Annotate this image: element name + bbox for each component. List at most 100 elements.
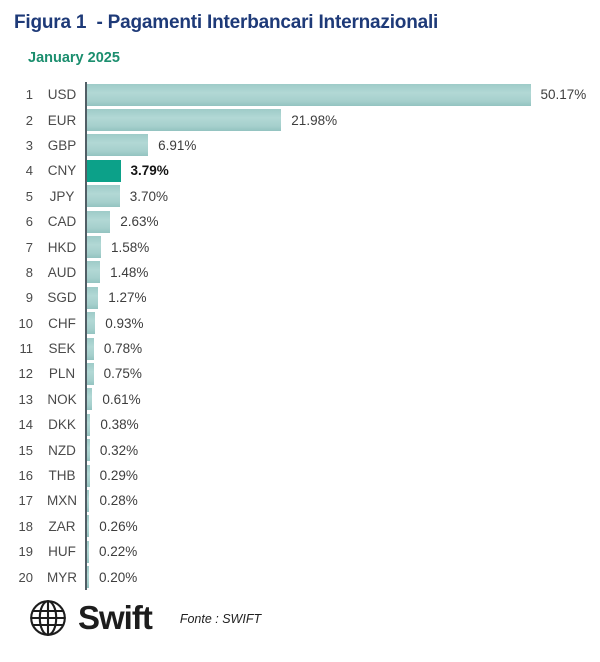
bar <box>87 236 101 259</box>
currency-code-label: CAD <box>47 214 77 230</box>
value-label: 0.32% <box>99 442 139 458</box>
currency-code-label: SGD <box>47 290 77 306</box>
currency-code-label: JPY <box>49 188 75 204</box>
rank-label: 1 <box>25 87 33 103</box>
bar-area: 1.48% <box>85 259 600 286</box>
bar-area: 0.38% <box>85 412 600 438</box>
bar <box>87 566 89 589</box>
chart-row: 12 PLN 0.75% <box>0 361 600 387</box>
currency-code-label: HUF <box>48 544 76 560</box>
rank-label: 7 <box>25 239 33 255</box>
rank-label: 14 <box>18 417 33 433</box>
rank-label: 12 <box>18 366 33 382</box>
chart-row: 14 DKK 0.38% <box>0 412 600 438</box>
chart-row: 2 EUR 21.98% <box>0 107 600 133</box>
bar <box>87 261 101 284</box>
bar-area: 0.28% <box>85 488 600 514</box>
value-label: 1.58% <box>110 239 150 255</box>
globe-icon <box>30 600 66 636</box>
rank-label: 20 <box>18 569 33 585</box>
chart-row: 18 ZAR 0.26% <box>0 513 600 540</box>
bar <box>87 439 90 462</box>
bar <box>87 489 90 512</box>
figure-title: Figura 1 - Pagamenti Interbancari Intern… <box>14 12 439 33</box>
currency-code-label: HKD <box>47 239 77 255</box>
bar-area: 21.98% <box>85 107 600 133</box>
chart-row: 10 CHF 0.93% <box>0 310 600 336</box>
bar <box>87 464 90 487</box>
rank-label: 8 <box>25 264 33 280</box>
value-label: 0.61% <box>102 391 141 407</box>
value-label: 0.93% <box>105 315 144 331</box>
rank-label: 6 <box>25 214 33 230</box>
value-label: 0.29% <box>99 468 138 484</box>
bar <box>87 159 121 182</box>
currency-bar-chart: 1 USD 50.17% 2 EUR 21.98% 3 GBP 6.91% <box>0 82 600 590</box>
chart-row: 13 NOK 0.61% <box>0 386 600 413</box>
bar-area: 0.29% <box>85 462 600 489</box>
currency-code-label: USD <box>47 87 77 103</box>
bar-area: 1.27% <box>85 285 600 311</box>
bar <box>87 515 90 538</box>
chart-row: 11 SEK 0.78% <box>0 335 600 362</box>
chart-row: 20 MYR 0.20% <box>0 564 600 590</box>
chart-row: 5 JPY 3.70% <box>0 183 600 209</box>
chart-row: 19 HUF 0.22% <box>0 539 600 565</box>
chart-row: 1 USD 50.17% <box>0 82 600 108</box>
value-label: 0.28% <box>99 493 138 509</box>
rank-label: 16 <box>18 468 33 484</box>
bar-area: 6.91% <box>85 132 600 159</box>
rank-label: 19 <box>18 544 33 560</box>
bar-area: 0.20% <box>85 564 600 590</box>
bar <box>87 134 149 157</box>
rank-label: 2 <box>25 112 33 128</box>
value-label: 3.79% <box>130 163 169 179</box>
currency-code-label: SEK <box>48 341 76 357</box>
currency-code-label: PLN <box>48 366 76 382</box>
bar <box>87 413 91 436</box>
currency-code-label: MYR <box>47 569 77 585</box>
rank-label: 15 <box>18 442 33 458</box>
bar-area: 0.32% <box>85 437 600 463</box>
bar-area: 3.70% <box>85 183 600 209</box>
bar <box>87 337 94 360</box>
chart-row: 15 NZD 0.32% <box>0 437 600 463</box>
chart-row: 8 AUD 1.48% <box>0 259 600 286</box>
chart-row: 16 THB 0.29% <box>0 462 600 489</box>
rank-label: 13 <box>18 391 33 407</box>
figure-subtitle: January 2025 <box>28 50 120 66</box>
currency-code-label: DKK <box>48 417 76 433</box>
value-label: 50.17% <box>540 87 587 103</box>
value-label: 3.70% <box>129 188 168 204</box>
bar <box>87 388 93 411</box>
value-label: 6.91% <box>158 137 197 153</box>
bar <box>87 109 282 132</box>
chart-row: 9 SGD 1.27% <box>0 285 600 311</box>
chart-row: 3 GBP 6.91% <box>0 132 600 159</box>
bar-area: 1.58% <box>85 234 600 260</box>
brand-wordmark: Swift <box>78 599 153 636</box>
currency-code-label: CNY <box>47 163 77 179</box>
currency-code-label: GBP <box>47 137 77 153</box>
bar-area: 0.93% <box>85 310 600 336</box>
bar-area: 0.78% <box>85 335 600 362</box>
bar-area: 3.79% <box>85 158 600 184</box>
currency-code-label: ZAR <box>48 518 76 534</box>
bar <box>87 312 96 335</box>
bar-area: 0.26% <box>85 513 600 540</box>
value-label: 0.38% <box>100 417 139 433</box>
chart-row: 6 CAD 2.63% <box>0 208 600 235</box>
bar <box>87 362 94 385</box>
rank-label: 9 <box>25 290 33 306</box>
value-label: 0.78% <box>103 341 143 357</box>
rank-label: 11 <box>19 341 34 357</box>
chart-row: 17 MXN 0.28% <box>0 488 600 514</box>
rank-label: 4 <box>25 163 33 179</box>
bar-area: 0.61% <box>85 386 600 413</box>
currency-code-label: MXN <box>47 493 77 509</box>
bar-area: 0.22% <box>85 539 600 565</box>
bar <box>87 210 111 233</box>
rank-label: 10 <box>18 315 33 331</box>
value-label: 0.26% <box>99 518 138 534</box>
